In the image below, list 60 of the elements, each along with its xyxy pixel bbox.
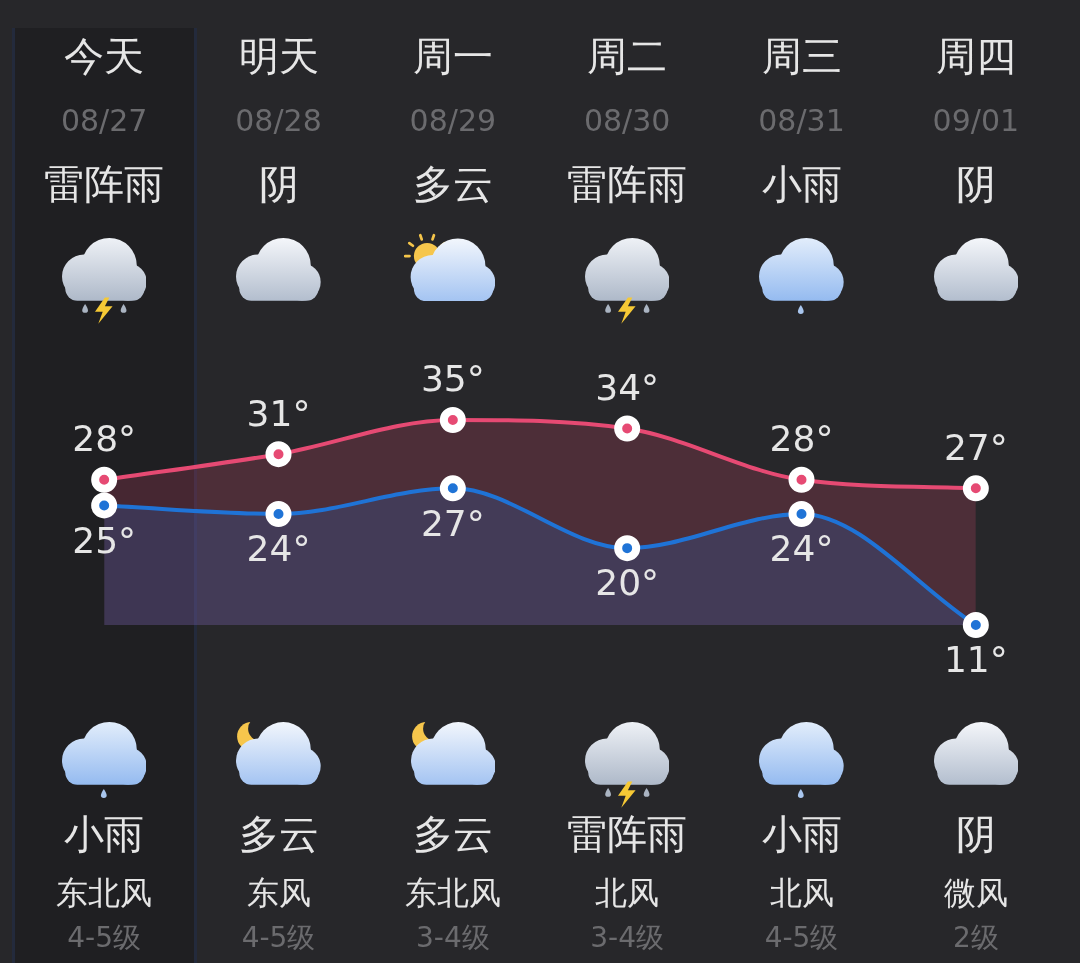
point (962, 612, 989, 638)
data-label: 35° (420, 358, 485, 400)
text: 08/27 (60, 102, 148, 138)
x-tick-label: 今天 (64, 33, 145, 80)
text: 08/30 (583, 102, 671, 138)
point (91, 466, 118, 493)
text: 09/01 (932, 102, 1020, 138)
point (265, 441, 292, 468)
point (91, 492, 118, 519)
x-tick-label: 周二 (587, 33, 668, 80)
text: 雷阵雨 (567, 811, 688, 858)
text: 东北风 (404, 874, 501, 913)
text: 雷阵雨 (44, 161, 165, 208)
text: 08/31 (758, 102, 845, 138)
point (788, 466, 815, 493)
data-label: 27° (420, 502, 485, 544)
text: 多云 (238, 811, 319, 858)
point (439, 475, 466, 502)
text: 多云 (412, 161, 493, 208)
text: 阴 (955, 161, 996, 208)
point (614, 415, 641, 442)
text: 北风 (595, 874, 660, 913)
text: 阴 (258, 161, 299, 208)
text: 小雨 (64, 811, 145, 858)
x-tick-label: 周四 (935, 33, 1016, 80)
data-label: 25° (72, 519, 137, 561)
data-label: 20° (595, 562, 660, 604)
data-label: 31° (246, 392, 311, 434)
text: 4-5级 (764, 921, 839, 955)
data-label: 27° (943, 426, 1008, 468)
x-tick-label: 明天 (238, 33, 319, 80)
text: 08/29 (409, 102, 497, 138)
point (614, 535, 641, 562)
point (788, 500, 815, 527)
data-label: 24° (246, 528, 311, 570)
text: 3-4级 (415, 921, 490, 955)
text: 小雨 (761, 811, 842, 858)
x-tick-label: 周三 (761, 33, 842, 80)
point (962, 475, 989, 502)
text: 2级 (952, 921, 999, 955)
text: 4-5级 (241, 921, 316, 955)
data-label: 11° (943, 639, 1008, 681)
text: 微风 (943, 874, 1008, 913)
text: 雷阵雨 (567, 161, 688, 208)
data-label: 34° (595, 366, 660, 408)
text: 东风 (246, 874, 311, 913)
point (265, 500, 292, 527)
text: 4-5级 (67, 921, 142, 955)
data-label: 24° (769, 528, 834, 570)
text: 北风 (769, 874, 834, 913)
point (439, 407, 466, 433)
x-tick-label: 周一 (412, 33, 493, 80)
text: 08/28 (235, 102, 322, 138)
text: 小雨 (761, 161, 842, 208)
text: 阴 (955, 811, 996, 858)
data-label: 28° (769, 418, 834, 460)
text: 多云 (412, 811, 493, 858)
text: 东北风 (56, 874, 153, 913)
text: 3-4级 (590, 921, 665, 955)
data-label: 28° (72, 418, 137, 460)
